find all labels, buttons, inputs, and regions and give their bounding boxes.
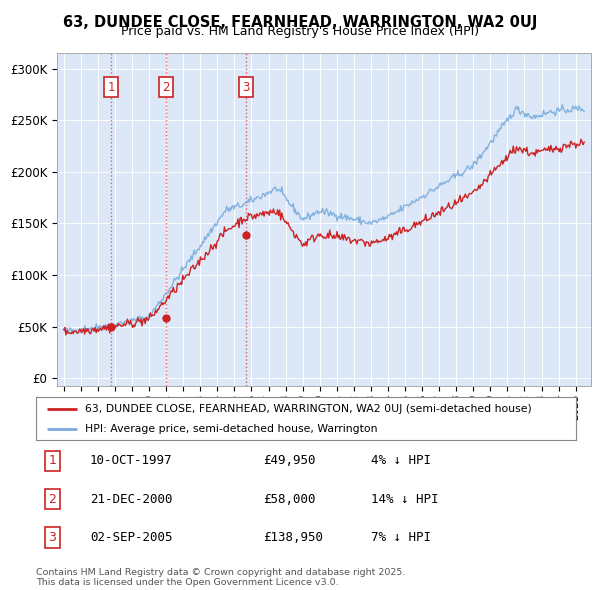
Text: Contains HM Land Registry data © Crown copyright and database right 2025.
This d: Contains HM Land Registry data © Crown c… — [36, 568, 406, 587]
Text: 63, DUNDEE CLOSE, FEARNHEAD, WARRINGTON, WA2 0UJ (semi-detached house): 63, DUNDEE CLOSE, FEARNHEAD, WARRINGTON,… — [85, 404, 532, 414]
Text: £138,950: £138,950 — [263, 531, 323, 544]
Text: £58,000: £58,000 — [263, 493, 316, 506]
Text: 02-SEP-2005: 02-SEP-2005 — [90, 531, 173, 544]
Text: 2: 2 — [163, 81, 170, 94]
Text: Price paid vs. HM Land Registry's House Price Index (HPI): Price paid vs. HM Land Registry's House … — [121, 25, 479, 38]
Text: 2: 2 — [48, 493, 56, 506]
Text: 3: 3 — [242, 81, 250, 94]
Text: 14% ↓ HPI: 14% ↓ HPI — [371, 493, 438, 506]
Text: 4% ↓ HPI: 4% ↓ HPI — [371, 454, 431, 467]
Text: 1: 1 — [107, 81, 115, 94]
Text: 63, DUNDEE CLOSE, FEARNHEAD, WARRINGTON, WA2 0UJ: 63, DUNDEE CLOSE, FEARNHEAD, WARRINGTON,… — [63, 15, 537, 30]
Text: 21-DEC-2000: 21-DEC-2000 — [90, 493, 173, 506]
Text: 10-OCT-1997: 10-OCT-1997 — [90, 454, 173, 467]
Text: 1: 1 — [48, 454, 56, 467]
Text: HPI: Average price, semi-detached house, Warrington: HPI: Average price, semi-detached house,… — [85, 424, 377, 434]
Text: 3: 3 — [48, 531, 56, 544]
Text: £49,950: £49,950 — [263, 454, 316, 467]
Text: 7% ↓ HPI: 7% ↓ HPI — [371, 531, 431, 544]
